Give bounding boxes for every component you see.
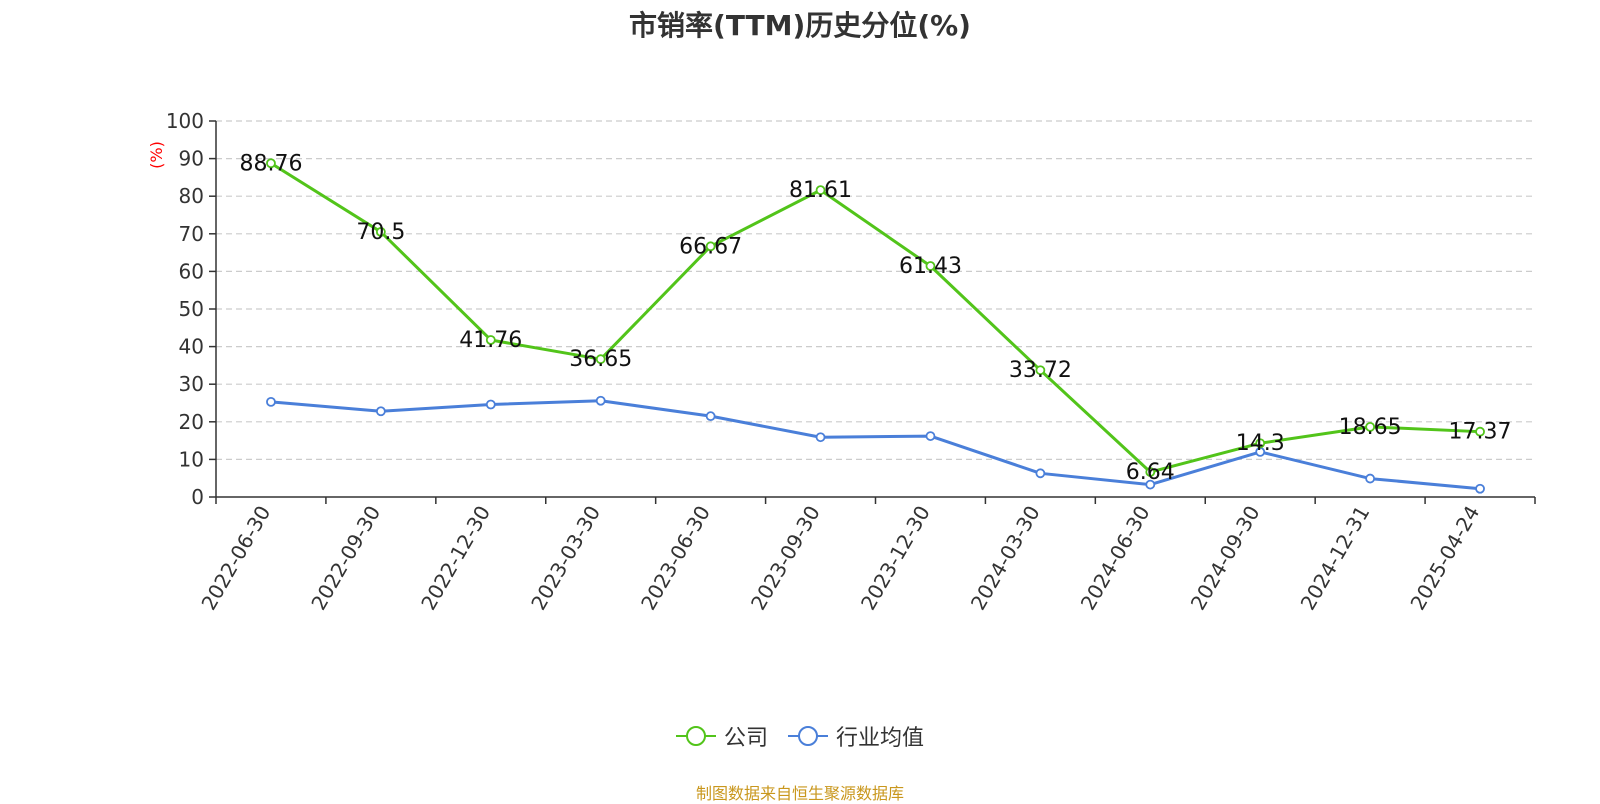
x-tick-label: 2024-09-30 <box>1186 502 1265 615</box>
data-point-industry <box>266 396 276 407</box>
x-tick-label: 2023-12-30 <box>856 501 935 614</box>
data-point-industry <box>705 411 716 422</box>
legend-item-industry[interactable]: 行业均值 <box>788 720 924 752</box>
legend: 公司 行业均值 <box>0 720 1600 752</box>
legend-company-icon <box>675 726 716 746</box>
data-label: 17.37 <box>1449 420 1512 445</box>
data-point-company <box>375 227 386 237</box>
y-tick-label: 70 <box>179 222 204 246</box>
data-label: 81.61 <box>789 178 852 203</box>
x-tick-label: 2023-06-30 <box>636 502 715 615</box>
data-label: 18.65 <box>1339 415 1402 440</box>
x-tick-label: 2023-09-30 <box>746 502 825 615</box>
data-point-company <box>1035 365 1046 376</box>
data-point-company <box>1145 467 1156 477</box>
legend-industry-icon <box>788 726 828 746</box>
chart-title: 市销率(TTM)历史分位(%) <box>629 9 971 42</box>
source-note: 制图数据来自恒生聚源数据库 <box>695 784 904 803</box>
y-tick-label: 60 <box>179 259 204 283</box>
data-label: 36.65 <box>569 347 632 372</box>
data-point-industry <box>595 395 606 406</box>
y-tick-label: 80 <box>179 184 204 208</box>
data-label: 88.76 <box>239 151 302 176</box>
data-point-industry <box>1145 479 1156 490</box>
y-tick-label: 30 <box>179 372 204 396</box>
legend-item-company[interactable]: 公司 <box>675 720 768 752</box>
data-point-company <box>595 354 606 365</box>
data-point-industry <box>485 399 496 410</box>
data-point-industry <box>925 431 936 441</box>
data-point-company <box>1475 426 1485 437</box>
y-tick-label: 0 <box>191 485 204 509</box>
data-point-industry <box>1035 468 1046 479</box>
data-point-company <box>1255 438 1266 449</box>
data-point-company <box>266 158 276 169</box>
y-tick-label: 40 <box>179 335 204 359</box>
data-point-industry <box>815 432 826 443</box>
x-tick-label: 2022-06-30 <box>196 502 275 615</box>
y-tick-label: 100 <box>166 109 204 133</box>
x-tick-label: 2024-03-30 <box>966 502 1045 615</box>
data-point-company <box>705 241 716 252</box>
legend-industry-label: 行业均值 <box>836 726 925 751</box>
y-axis-label: (%) <box>147 141 166 169</box>
data-point-industry <box>1475 483 1485 494</box>
series-line-company <box>270 161 1481 474</box>
data-point-industry <box>1365 473 1376 484</box>
y-tick-label: 20 <box>179 410 204 434</box>
data-point-company <box>1365 421 1376 432</box>
data-label: 41.76 <box>459 328 522 353</box>
x-tick-label: 2022-09-30 <box>306 502 385 615</box>
data-point-company <box>485 335 496 345</box>
data-label: 6.64 <box>1126 460 1175 485</box>
data-label: 14.3 <box>1236 431 1285 456</box>
data-label: 61.43 <box>899 254 962 279</box>
data-point-company <box>815 185 826 196</box>
x-tick-label: 2022-12-30 <box>416 501 495 614</box>
x-tick-label: 2023-03-30 <box>526 502 605 615</box>
y-tick-label: 50 <box>179 297 204 321</box>
data-label: 66.67 <box>679 234 742 259</box>
data-label: 33.72 <box>1009 358 1072 383</box>
x-tick-label: 2024-06-30 <box>1076 502 1155 615</box>
series-line-industry <box>270 399 1481 491</box>
x-tick-label: 2024-12-31 <box>1296 502 1375 615</box>
legend-company-label: 公司 <box>723 726 768 751</box>
x-tick-label: 2025-04-24 <box>1405 502 1484 615</box>
data-point-industry <box>375 406 386 417</box>
data-label: 70.5 <box>356 220 405 245</box>
y-tick-label: 10 <box>179 447 204 471</box>
data-point-company <box>925 261 936 271</box>
y-tick-label: 90 <box>179 147 204 171</box>
